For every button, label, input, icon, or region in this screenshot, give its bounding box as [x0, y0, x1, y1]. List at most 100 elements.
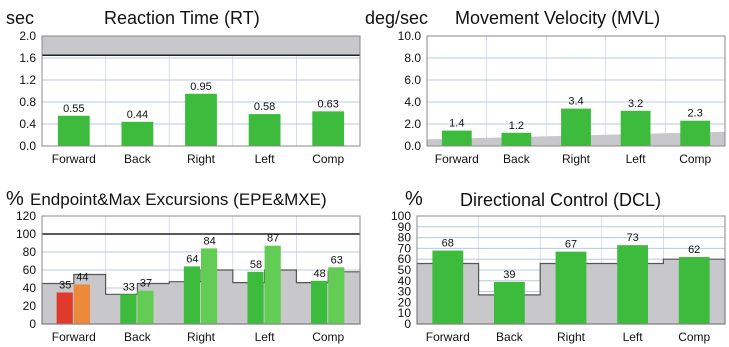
y-tick-label: 0.0 [19, 139, 36, 153]
bar [57, 115, 90, 146]
bar [441, 130, 472, 146]
unit-label: % [405, 188, 423, 210]
plot-area: 1.4 1.2 3.4 3.2 2.3 0.0 2.0 4.0 6.0 8.0 10.0 Forwar… [398, 29, 726, 166]
x-tick-label: Comp [679, 152, 711, 166]
x-tick-label: Back [503, 152, 531, 166]
data-label: 87 [267, 233, 279, 245]
bar [56, 292, 73, 324]
y-tick-label: 40 [398, 274, 412, 288]
bar [312, 111, 345, 146]
bar [501, 132, 532, 146]
plot-frame [41, 35, 361, 147]
x-tick-label: Left [623, 330, 644, 344]
data-label: 67 [565, 239, 577, 251]
y-tick-label: 0.0 [404, 139, 421, 153]
x-tick-label: Right [187, 152, 216, 166]
x-tick-label: Comp [312, 152, 344, 166]
plot-area: 0.55 0.44 0.95 0.58 0.63 0.0 0.4 0.8 1.2 1.6 2.0 Fo… [19, 29, 361, 166]
bar [620, 110, 651, 146]
data-label: 1.2 [509, 120, 524, 132]
x-tick-label: Comp [312, 330, 344, 344]
chart-directional-control: % Directional Control (DCL) 68 39 67 73 62 0 1… [365, 182, 729, 347]
data-label: 35 [59, 280, 71, 292]
x-tick-label: Right [562, 152, 591, 166]
bar [494, 281, 525, 324]
bar [137, 290, 154, 324]
y-tick-label: 60 [23, 263, 37, 277]
data-label: 73 [626, 232, 638, 244]
data-label: 37 [140, 278, 152, 290]
y-tick-label: 0.4 [19, 117, 36, 131]
y-tick-label: 40 [23, 281, 37, 295]
plot-frame [416, 215, 726, 325]
chart-title: Directional Control (DCL) [460, 190, 662, 210]
chart-movement-velocity: deg/sec Movement Velocity (MVL) 1.4 1.2 3.… [365, 0, 729, 175]
y-tick-label: 10.0 [398, 29, 422, 43]
x-tick-label: Forward [435, 152, 479, 166]
x-tick-label: Forward [52, 152, 96, 166]
data-label: 2.3 [688, 108, 703, 120]
chart-title: Endpoint&Max Excursions (EPE&MXE) [30, 190, 327, 209]
data-label: 0.44 [127, 109, 148, 121]
data-label: 33 [123, 281, 135, 293]
data-label: 3.2 [628, 98, 643, 110]
y-tick-label: 100 [391, 209, 411, 223]
bar [311, 280, 328, 324]
unit-label: deg/sec [365, 8, 429, 28]
data-label: 0.55 [63, 103, 84, 115]
y-tick-label: 80 [398, 231, 412, 245]
bar [561, 108, 591, 146]
plot-frame [426, 35, 726, 147]
data-label: 64 [186, 253, 198, 265]
y-tick-label: 70 [398, 241, 412, 255]
data-label: 0.58 [254, 101, 275, 113]
plot-area: 35 33 64 58 48 44 37 84 87 63 0 20 40 60 80 100 120 Forwa… [16, 209, 361, 344]
data-label: 84 [203, 235, 215, 247]
bar [680, 120, 711, 146]
y-tick-label: 1.2 [19, 73, 36, 87]
x-tick-label: Back [124, 152, 152, 166]
x-tick-label: Back [496, 330, 524, 344]
x-tick-label: Forward [426, 330, 470, 344]
data-label: 63 [331, 254, 343, 266]
data-label: 44 [76, 271, 88, 283]
y-tick-label: 80 [23, 245, 37, 259]
data-label: 3.4 [568, 96, 583, 108]
y-tick-label: 10 [398, 306, 412, 320]
y-tick-label: 0 [29, 317, 36, 331]
bar [555, 251, 587, 324]
x-tick-label: Comp [678, 330, 710, 344]
data-label: 39 [503, 269, 515, 281]
bar [432, 250, 464, 324]
x-tick-label: Forward [52, 330, 96, 344]
unit-label: % [6, 188, 24, 210]
y-tick-label: 50 [398, 263, 412, 277]
bar [247, 271, 264, 324]
y-tick-label: 1.6 [19, 51, 36, 65]
bar [201, 248, 218, 324]
y-tick-label: 60 [398, 252, 412, 266]
chart-endpoint-max-excursions: % Endpoint&Max Excursions (EPE&MXE) 35 33… [0, 182, 365, 347]
bar [248, 114, 281, 146]
bar [328, 267, 345, 324]
data-label: 0.63 [317, 98, 338, 110]
bar [185, 93, 217, 146]
bar [120, 294, 137, 324]
y-tick-label: 4.0 [404, 95, 421, 109]
y-tick-label: 20 [398, 295, 412, 309]
y-tick-label: 0.8 [19, 95, 36, 109]
x-tick-label: Right [187, 330, 216, 344]
data-label: 48 [313, 268, 325, 280]
bar [264, 245, 281, 324]
y-tick-label: 6.0 [404, 73, 421, 87]
chart-title: Movement Velocity (MVL) [455, 8, 661, 28]
y-tick-label: 90 [398, 220, 412, 234]
bar [678, 257, 710, 324]
y-tick-label: 8.0 [404, 51, 421, 65]
chart-title: Reaction Time (RT) [104, 8, 260, 28]
chart-reaction-time: sec Reaction Time (RT) 0.55 0.44 0.95 0.58 0… [0, 0, 365, 175]
x-tick-label: Back [124, 330, 152, 344]
bar [73, 284, 90, 324]
bar [617, 245, 648, 324]
